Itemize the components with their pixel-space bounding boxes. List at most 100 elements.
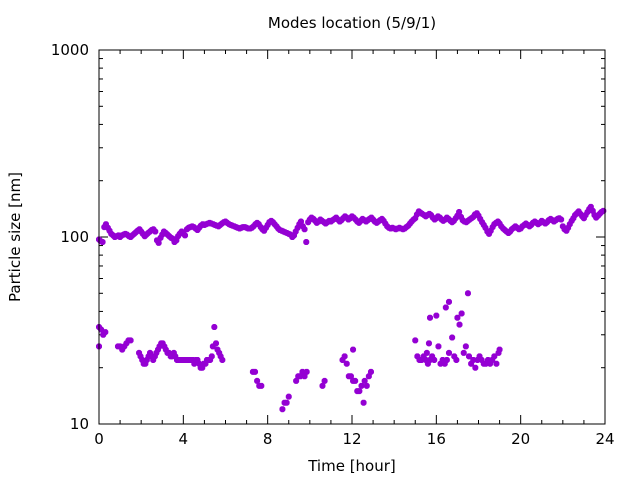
y-tick-label: 100 — [60, 228, 89, 246]
data-point-series-1 — [321, 377, 328, 384]
data-point-series-0 — [589, 207, 596, 214]
data-point-series-1 — [196, 360, 203, 367]
data-point-series-0 — [380, 217, 387, 224]
data-point-series-1 — [422, 356, 429, 363]
data-point-series-1 — [425, 340, 432, 347]
data-point-series-1 — [360, 399, 367, 406]
data-point-series-1 — [211, 324, 218, 331]
data-point-series-0 — [587, 203, 594, 210]
data-point-series-1 — [356, 388, 363, 395]
data-point-series-0 — [292, 228, 299, 235]
data-point-series-1 — [474, 356, 481, 363]
y-axis-ticks: 10 100 1000 — [51, 41, 605, 433]
data-point-series-1 — [208, 353, 215, 360]
data-point-series-1 — [427, 314, 434, 321]
data-point-series-1 — [420, 353, 427, 360]
data-point-series-1 — [194, 356, 201, 363]
data-point-series-1 — [437, 360, 444, 367]
x-tick-label: 24 — [595, 430, 614, 448]
x-tick-label: 4 — [179, 430, 189, 448]
data-point-series-1 — [191, 360, 198, 367]
data-point-series-1 — [496, 346, 503, 353]
data-point-series-1 — [424, 360, 431, 367]
data-point-series-1 — [343, 360, 350, 367]
data-point-series-0 — [600, 207, 607, 214]
data-point-series-0 — [412, 215, 419, 222]
data-point-series-1 — [489, 356, 496, 363]
data-point-series-1 — [209, 343, 216, 350]
data-point-series-0 — [261, 227, 268, 234]
data-point-series-0 — [299, 223, 306, 230]
data-point-series-0 — [264, 221, 271, 228]
data-point-series-1 — [214, 346, 221, 353]
data-point-series-1 — [491, 353, 498, 360]
data-point-series-0 — [489, 224, 496, 231]
data-point-series-1 — [347, 373, 354, 380]
data-point-series-1 — [454, 314, 461, 321]
data-point-series-1 — [464, 290, 471, 297]
data-point-series-1 — [119, 346, 126, 353]
data-point-series-0 — [577, 210, 584, 217]
x-tick-label: 12 — [342, 430, 361, 448]
data-point-series-0 — [173, 237, 180, 244]
x-axis-ticks: 0 4 8 12 16 20 24 — [94, 50, 615, 448]
data-point-series-1 — [445, 349, 452, 356]
chart-title: Modes location (5/9/1) — [268, 14, 436, 32]
data-point-series-0 — [475, 212, 482, 219]
data-point-series-0 — [303, 239, 310, 246]
data-point-series-0 — [413, 211, 420, 218]
data-point-series-0 — [570, 215, 577, 222]
data-point-series-1 — [303, 368, 310, 375]
data-point-series-1 — [451, 353, 458, 360]
data-point-series-1 — [102, 329, 109, 336]
data-point-series-1 — [418, 356, 425, 363]
data-point-series-0 — [297, 218, 304, 225]
data-point-series-1 — [213, 340, 220, 347]
data-point-series-0 — [477, 215, 484, 222]
data-point-series-1 — [367, 368, 374, 375]
data-point-series-1 — [442, 304, 449, 311]
data-point-series-0 — [291, 232, 298, 239]
data-point-series-0 — [159, 231, 166, 238]
data-point-series-0 — [169, 235, 176, 242]
data-point-series-0 — [305, 219, 312, 226]
data-point-series-0 — [456, 209, 463, 216]
data-point-series-1 — [423, 349, 430, 356]
data-point-series-1 — [159, 340, 166, 347]
data-point-series-1 — [493, 360, 500, 367]
data-point-series-1 — [142, 360, 149, 367]
data-point-series-1 — [143, 356, 150, 363]
data-point-series-0 — [559, 223, 566, 230]
data-point-series-0 — [487, 227, 494, 234]
data-point-series-1 — [293, 377, 300, 384]
data-point-series-1 — [172, 353, 179, 360]
data-point-series-1 — [456, 321, 463, 328]
y-tick-label: 10 — [70, 415, 89, 433]
data-point-series-1 — [279, 406, 286, 413]
data-point-series-1 — [98, 326, 105, 333]
data-point-series-0 — [301, 226, 308, 233]
data-point-series-0 — [565, 224, 572, 231]
data-point-series-1 — [254, 377, 261, 384]
x-axis-label: Time [hour] — [307, 457, 396, 475]
data-point-series-0 — [104, 224, 111, 231]
data-point-series-0 — [479, 219, 486, 226]
data-point-series-1 — [121, 343, 128, 350]
data-point-series-1 — [145, 353, 152, 360]
data-point-series-1 — [219, 356, 226, 363]
data-point-series-1 — [127, 337, 134, 344]
data-point-series-0 — [152, 228, 159, 235]
data-point-series-1 — [161, 343, 168, 350]
data-point-series-1 — [433, 312, 440, 319]
data-point-series-1 — [476, 353, 483, 360]
y-tick-label: 1000 — [51, 41, 89, 59]
x-tick-label: 20 — [511, 430, 530, 448]
data-point-series-1 — [460, 349, 467, 356]
data-point-series-1 — [162, 346, 169, 353]
data-point-series-1 — [482, 360, 489, 367]
x-tick-label: 8 — [263, 430, 273, 448]
data-point-series-1 — [147, 349, 154, 356]
data-point-series-1 — [150, 356, 157, 363]
data-point-series-1 — [435, 343, 442, 350]
